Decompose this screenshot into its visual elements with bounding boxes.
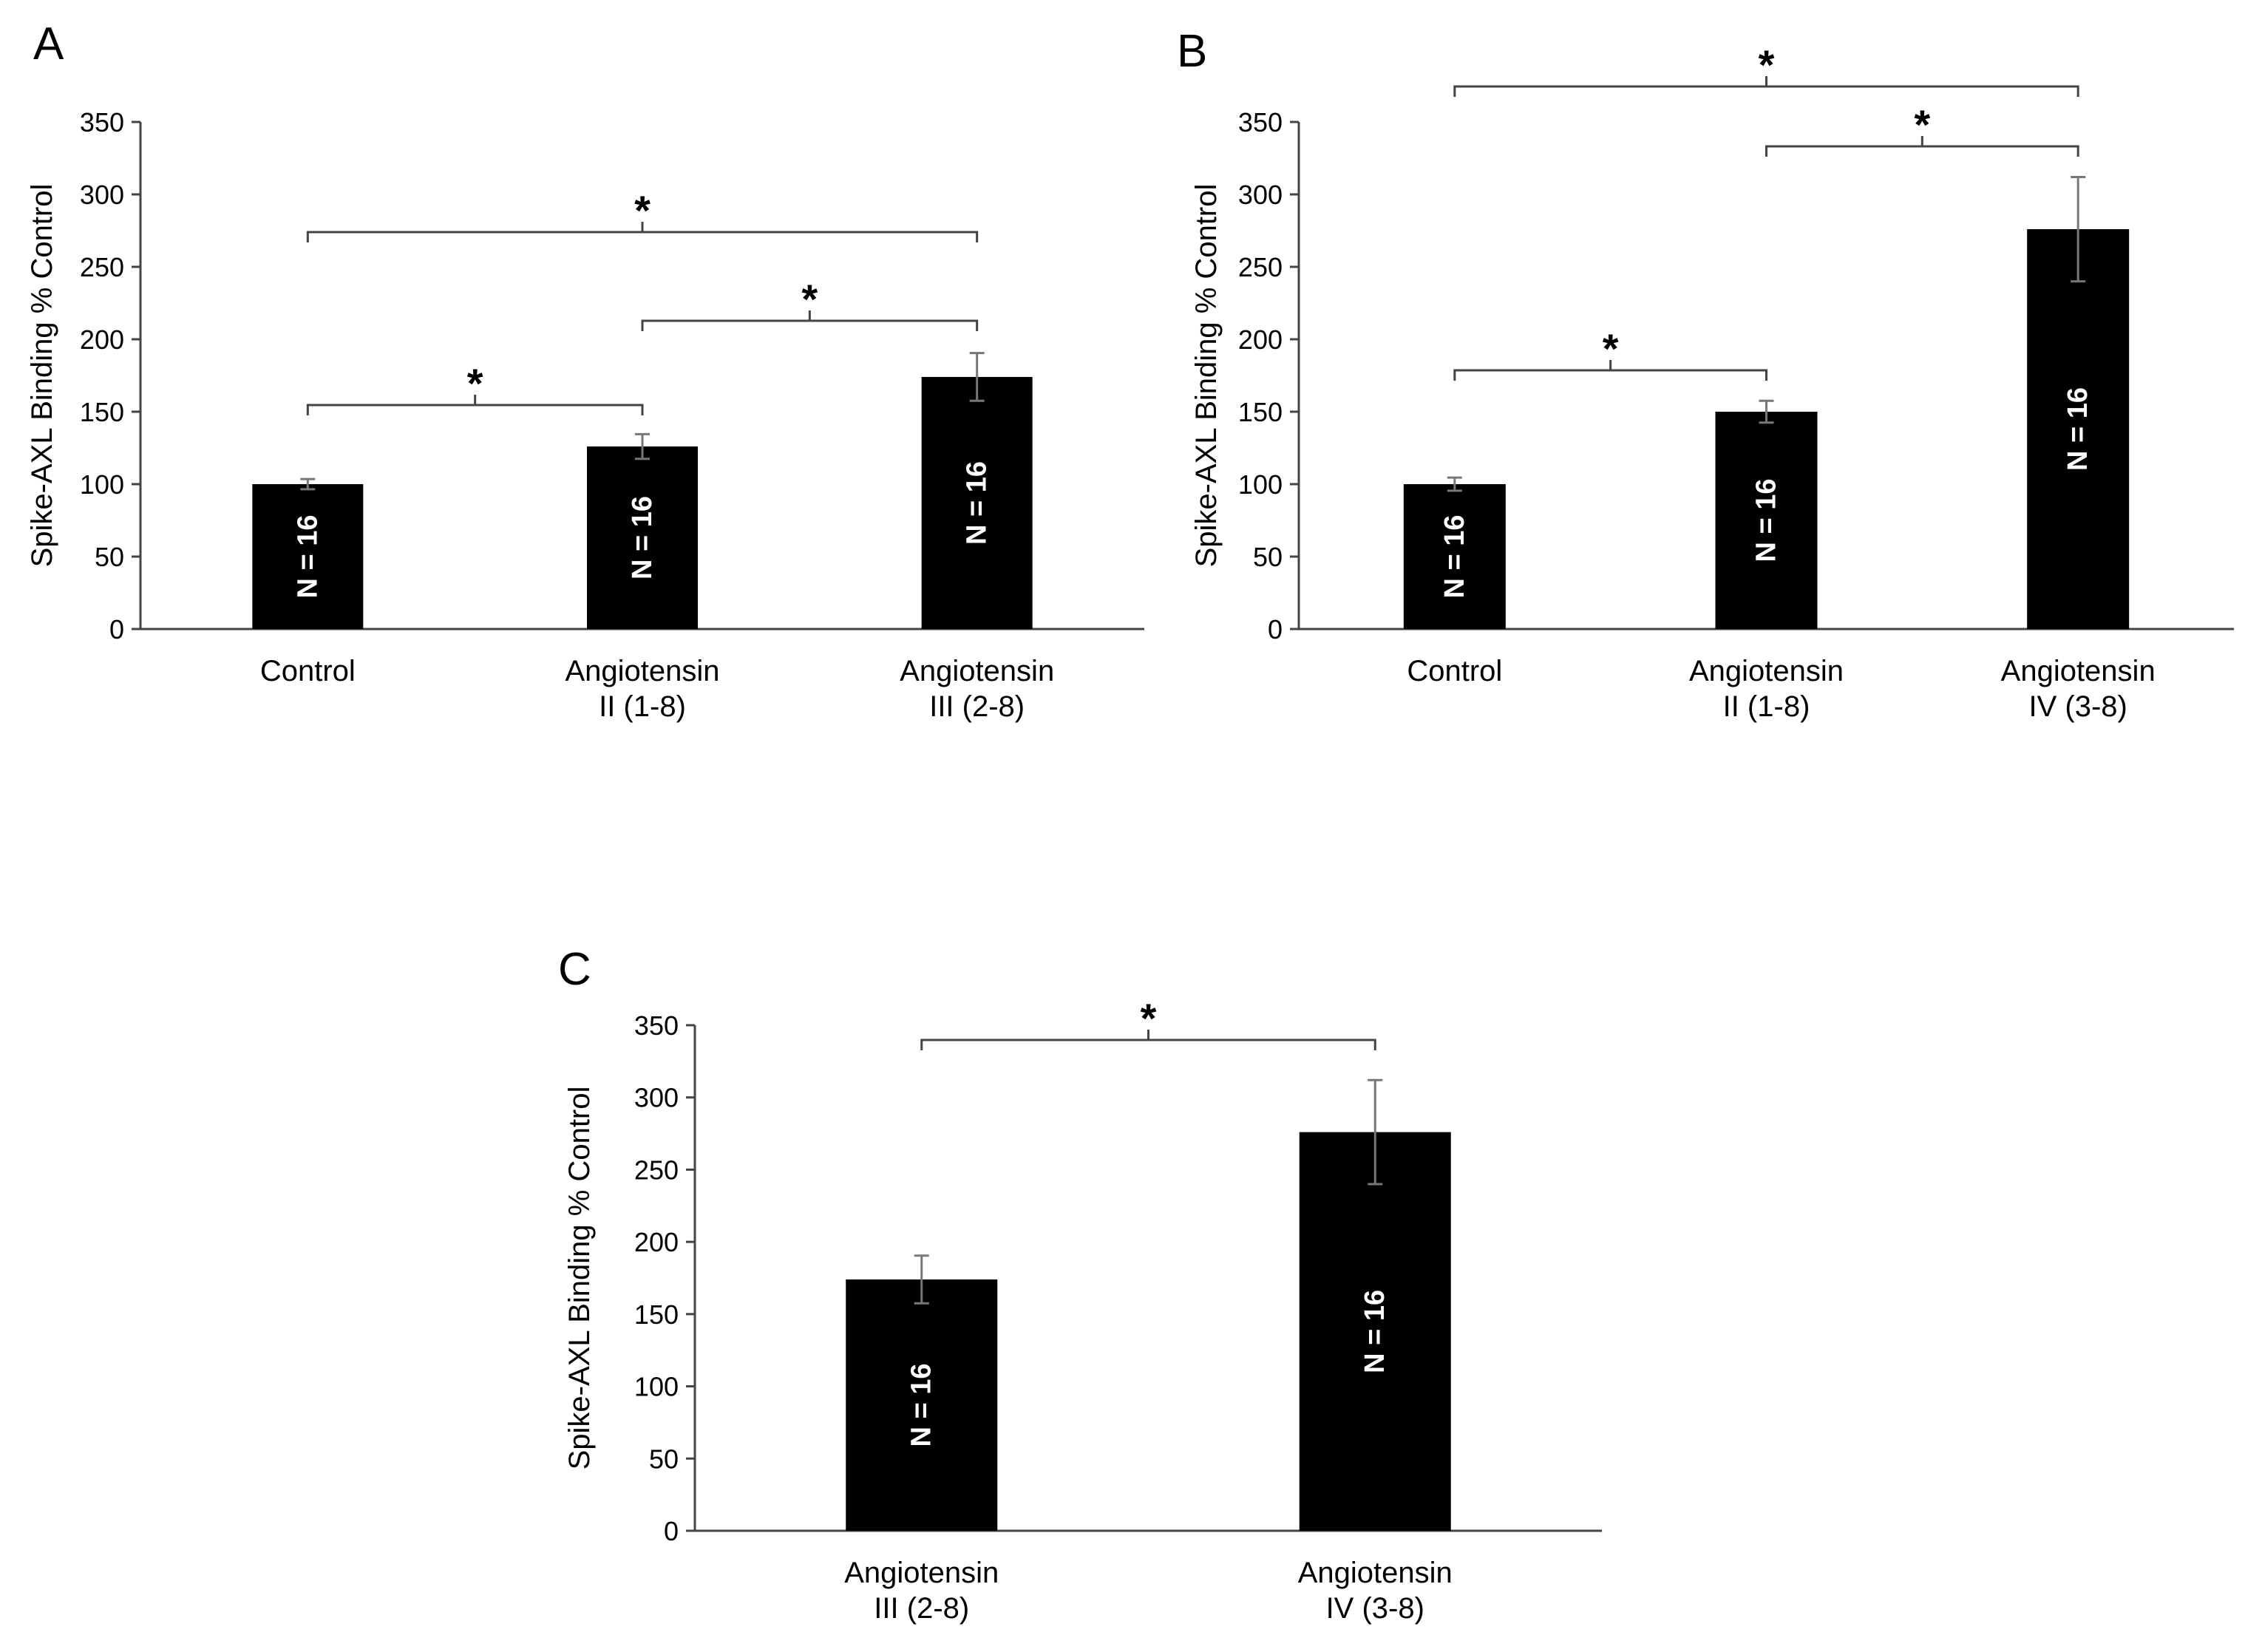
significance-star: * — [1759, 41, 1775, 88]
bar-n-label: N = 16 — [627, 496, 658, 579]
y-tick-label: 300 — [634, 1083, 679, 1113]
significance-star: * — [634, 187, 651, 234]
bar-n-label: N = 16 — [1751, 478, 1782, 562]
bar-n-label: N = 16 — [1359, 1290, 1390, 1373]
x-category-label: Angiotensin — [844, 1557, 999, 1589]
significance-bracket — [641, 310, 979, 331]
bar-n-label: N = 16 — [2062, 387, 2093, 471]
panel-c: C Spike-AXL Binding % Control 0 50 100 150 200… — [558, 944, 1602, 1625]
bar — [846, 1279, 998, 1531]
y-tick-label: 150 — [1238, 397, 1283, 427]
significance-star: * — [801, 276, 818, 322]
y-tick-label: 200 — [634, 1227, 679, 1257]
y-tick-label: 350 — [1238, 107, 1283, 137]
y-axis-label: Spike-AXL Binding % Control — [563, 1087, 596, 1470]
y-axis-label: Spike-AXL Binding % Control — [1190, 184, 1223, 568]
bar — [1299, 1132, 1451, 1531]
x-category-label: Angiotensin — [1689, 655, 1844, 687]
panel-letter: C — [558, 944, 591, 995]
panel-b: B Spike-AXL Binding % Control 0 50 100 150 200… — [1177, 26, 2234, 723]
significance-bracket — [306, 222, 979, 242]
significance-bracket — [920, 1030, 1376, 1050]
panel-letter: B — [1177, 26, 1207, 77]
bar — [587, 446, 698, 629]
bar-n-label: N = 16 — [1439, 514, 1470, 598]
x-category-label: Control — [1407, 655, 1502, 687]
y-tick-label: 100 — [80, 469, 124, 500]
y-tick-label: 250 — [1238, 252, 1283, 282]
x-category-label: II (1-8) — [599, 690, 686, 723]
x-category-label: Angiotensin — [900, 655, 1054, 687]
significance-star: * — [1603, 325, 1619, 372]
y-tick-label: 200 — [80, 324, 124, 355]
y-tick-label: 100 — [1238, 469, 1283, 500]
y-tick-label: 0 — [1268, 614, 1283, 645]
bar — [921, 376, 1033, 629]
x-category-label: IV (3-8) — [2028, 690, 2127, 723]
y-tick-label: 50 — [649, 1444, 679, 1474]
x-category-label: Angiotensin — [1298, 1557, 1453, 1589]
y-tick-label: 250 — [80, 252, 124, 282]
y-tick-label: 150 — [634, 1299, 679, 1330]
y-tick-label: 50 — [1253, 542, 1283, 572]
x-category-label: III (2-8) — [929, 690, 1025, 723]
y-tick-label: 300 — [80, 180, 124, 210]
y-tick-label: 150 — [80, 397, 124, 427]
y-tick-label: 250 — [634, 1155, 679, 1185]
significance-star: * — [1914, 101, 1930, 148]
bar — [1715, 412, 1818, 629]
significance-bracket — [306, 395, 644, 415]
x-category-label: II (1-8) — [1723, 690, 1810, 723]
y-tick-label: 100 — [634, 1372, 679, 1402]
significance-star: * — [467, 360, 483, 407]
bar-n-label: N = 16 — [292, 514, 323, 598]
significance-star: * — [1141, 995, 1157, 1041]
y-tick-label: 50 — [95, 542, 124, 572]
bar — [2027, 229, 2130, 629]
y-tick-label: 0 — [664, 1516, 679, 1546]
y-tick-label: 350 — [80, 107, 124, 137]
significance-bracket — [1453, 360, 1767, 381]
bar-n-label: N = 16 — [962, 461, 993, 545]
panel-a: A Spike-AXL Binding % Control 0 50 100 150 200… — [26, 18, 1144, 723]
bar-n-label: N = 16 — [906, 1363, 937, 1447]
significance-bracket — [1765, 136, 2079, 157]
y-tick-label: 300 — [1238, 180, 1283, 210]
bar — [252, 484, 364, 629]
panel-letter: A — [33, 18, 64, 69]
x-category-label: Angiotensin — [2001, 655, 2156, 687]
x-category-label: IV (3-8) — [1326, 1592, 1424, 1625]
y-tick-label: 0 — [109, 614, 124, 645]
x-category-label: III (2-8) — [874, 1592, 969, 1625]
y-tick-label: 200 — [1238, 324, 1283, 355]
y-axis-label: Spike-AXL Binding % Control — [26, 184, 58, 568]
x-category-label: Angiotensin — [565, 655, 719, 687]
x-category-label: Control — [260, 655, 356, 687]
bar — [1403, 484, 1506, 629]
y-tick-label: 350 — [634, 1010, 679, 1041]
significance-bracket — [1453, 76, 2079, 97]
